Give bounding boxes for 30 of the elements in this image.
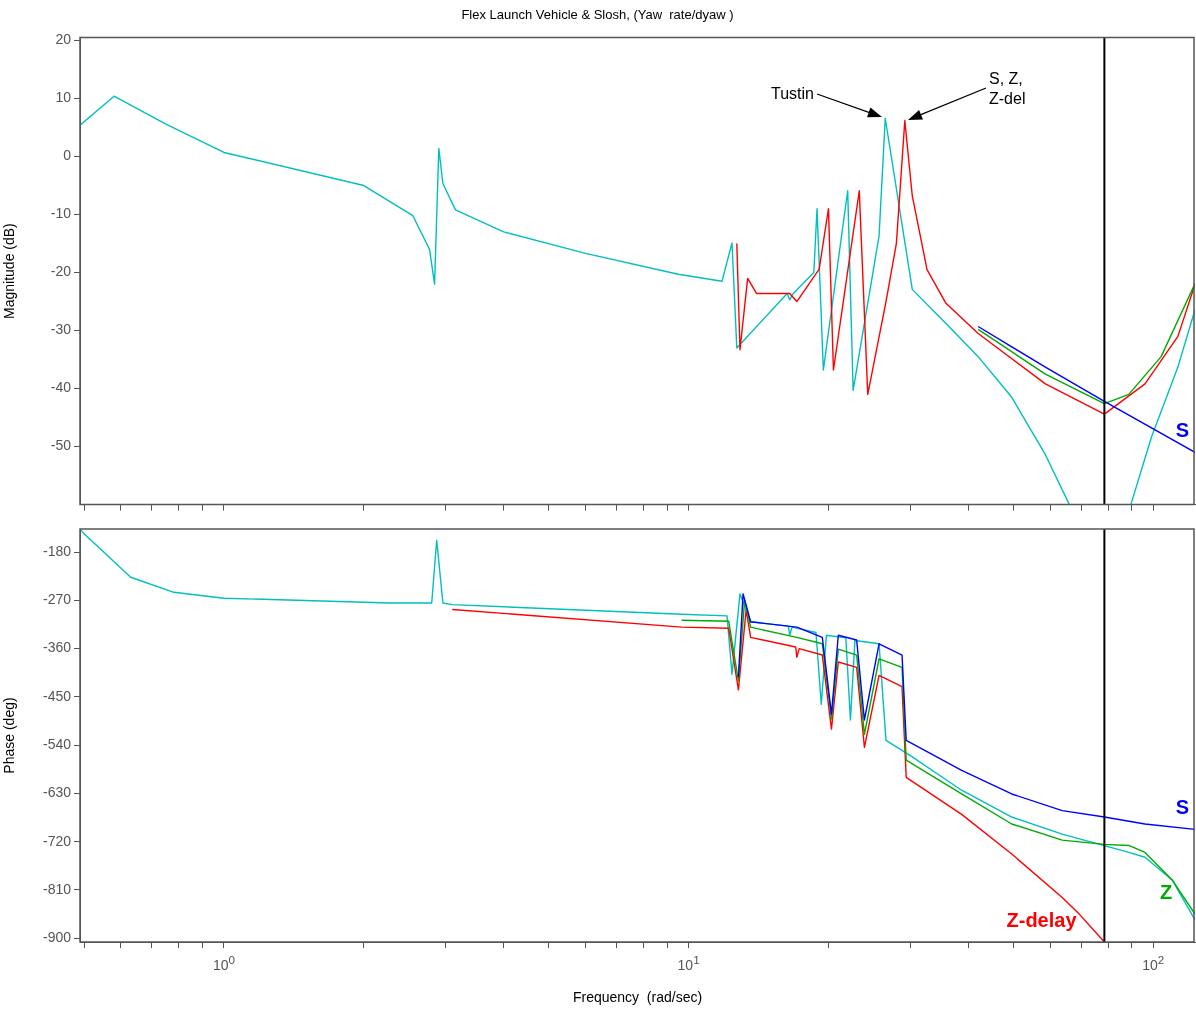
y-axis-title: Magnitude (dB) <box>1 223 18 319</box>
series-label: Z-delay <box>1006 909 1077 931</box>
y-tick-label: -720 <box>42 832 72 849</box>
x-axis-title: Frequency (rad/sec) <box>572 989 703 1006</box>
x-tick-label: 10$^{2}$ <box>1142 952 1165 973</box>
x-tick-label: 10$^{1}$ <box>677 952 700 973</box>
chart-title: Flex Launch Vehicle & Slosh, (Yaw rate/dyaw ) <box>461 7 734 23</box>
y-tick-label: 10 <box>55 89 72 106</box>
y-axis-title: Phase (deg) <box>1 697 18 774</box>
y-tick-label: 0 <box>63 147 72 164</box>
y-tick-label: -810 <box>42 880 72 897</box>
y-tick-label: -450 <box>42 687 72 704</box>
y-tick-label: 20 <box>55 31 72 48</box>
annotation: Tustin <box>771 85 815 103</box>
annotation: S, Z, Z-del <box>988 69 1026 107</box>
y-tick-label: -630 <box>42 784 72 801</box>
x-tick-label: 10$^{0}$ <box>212 952 235 973</box>
y-tick-label: -540 <box>42 736 72 753</box>
y-tick-label: -50 <box>50 437 72 454</box>
y-tick-label: -270 <box>42 591 72 608</box>
series-label: Z <box>1160 881 1173 904</box>
series-label: S <box>1175 796 1189 819</box>
series-label: S <box>1175 419 1189 442</box>
y-tick-label: -180 <box>42 542 72 559</box>
y-tick-label: -40 <box>50 379 72 396</box>
y-tick-label: -360 <box>42 639 72 656</box>
y-tick-label: -30 <box>50 321 72 338</box>
y-tick-label: -900 <box>42 929 72 946</box>
y-tick-label: -10 <box>50 205 72 222</box>
y-tick-label: -20 <box>50 263 72 280</box>
